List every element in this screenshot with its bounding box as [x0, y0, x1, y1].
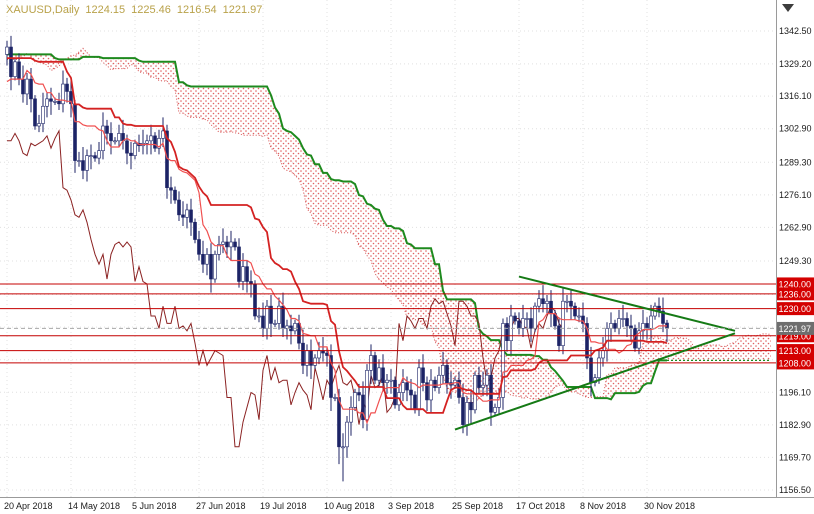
- svg-text:14 May 2018: 14 May 2018: [68, 501, 120, 511]
- time-axis[interactable]: 20 Apr 2018 14 May 2018 5 Jun 2018 27 Jun 2…: [0, 497, 814, 512]
- svg-text:1342.50: 1342.50: [779, 26, 812, 36]
- signal-lines-layer: [6, 57, 668, 425]
- svg-text:1196.10: 1196.10: [779, 387, 811, 397]
- svg-text:1182.90: 1182.90: [779, 420, 811, 430]
- svg-text:19 Jul 2018: 19 Jul 2018: [260, 501, 307, 511]
- indicator-lines-layer: [7, 47, 772, 448]
- svg-text:10 Aug 2018: 10 Aug 2018: [324, 501, 375, 511]
- svg-text:30 Nov 2018: 30 Nov 2018: [644, 501, 695, 511]
- svg-text:27 Jun 2018: 27 Jun 2018: [196, 501, 246, 511]
- svg-text:1240.00: 1240.00: [779, 279, 812, 289]
- svg-text:1156.50: 1156.50: [779, 485, 811, 495]
- svg-text:1276.10: 1276.10: [779, 190, 812, 200]
- candles-layer: [5, 35, 669, 482]
- chart-shift-marker-icon: [782, 4, 794, 12]
- svg-text:1249.30: 1249.30: [779, 256, 812, 266]
- low-value: 1216.54: [176, 4, 217, 16]
- svg-text:3 Sep 2018: 3 Sep 2018: [388, 501, 434, 511]
- svg-text:17 Oct 2018: 17 Oct 2018: [516, 501, 565, 511]
- svg-text:1213.00: 1213.00: [779, 346, 812, 356]
- svg-text:1169.70: 1169.70: [779, 452, 811, 462]
- svg-text:1302.90: 1302.90: [779, 124, 812, 134]
- trendlines-layer[interactable]: [454, 275, 736, 431]
- price-axis[interactable]: 1342.50 1329.20 1316.10 1302.90 1289.30 1276.…: [776, 0, 814, 497]
- svg-text:1236.00: 1236.00: [779, 289, 812, 299]
- svg-text:1262.90: 1262.90: [779, 222, 812, 232]
- svg-text:5 Jun 2018: 5 Jun 2018: [132, 501, 177, 511]
- high-value: 1225.46: [131, 4, 171, 16]
- symbol-ohlc-label: XAUUSD,Daily 1224.15 1225.46 1216.54 1221.97: [6, 4, 268, 16]
- svg-text:1289.30: 1289.30: [779, 157, 812, 167]
- close-value: 1221.97: [222, 4, 263, 16]
- open-value: 1224.15: [85, 4, 126, 16]
- chart-symbol-label: XAUUSD,Daily: [6, 4, 80, 16]
- svg-text:8 Nov 2018: 8 Nov 2018: [580, 501, 626, 511]
- svg-text:1329.20: 1329.20: [779, 59, 812, 69]
- support-resistance-layer[interactable]: [0, 283, 776, 364]
- svg-text:1316.10: 1316.10: [779, 91, 812, 101]
- svg-text:20 Apr 2018: 20 Apr 2018: [4, 501, 53, 511]
- svg-text:25 Sep 2018: 25 Sep 2018: [452, 501, 503, 511]
- svg-text:1230.00: 1230.00: [779, 304, 812, 314]
- svg-text:1221.97: 1221.97: [779, 324, 812, 334]
- svg-text:1219.00: 1219.00: [779, 331, 812, 341]
- svg-text:1208.00: 1208.00: [779, 358, 812, 368]
